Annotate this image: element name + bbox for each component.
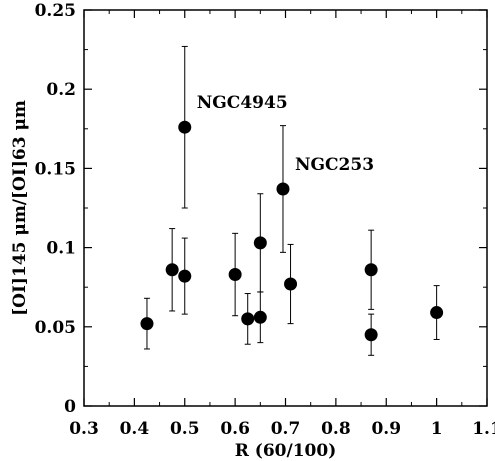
data-points (140, 45, 444, 356)
point-label: NGC4945 (197, 93, 288, 113)
axis-ticks (83, 9, 488, 407)
x-tick-label: 0.3 (69, 419, 99, 439)
y-axis-label: [OI]145 μm/[OI]63 μm (10, 100, 30, 316)
data-point (364, 263, 378, 277)
y-tick-label: 0.25 (35, 1, 76, 21)
data-point (140, 317, 154, 331)
x-tick-label: 0.5 (170, 419, 200, 439)
data-point (276, 182, 290, 196)
data-point (364, 328, 378, 342)
x-tick-labels: 0.3 0.4 0.5 0.6 0.7 0.8 0.9 1 1.1 (69, 419, 495, 439)
data-point (228, 268, 242, 282)
y-tick-labels: 0 0.05 0.1 0.15 0.2 0.25 (35, 1, 77, 417)
data-point (284, 277, 298, 291)
x-tick-label: 0.6 (220, 419, 250, 439)
y-tick-label: 0 (64, 397, 76, 417)
data-point (165, 263, 179, 277)
x-axis-label: R (60/100) (235, 441, 337, 461)
x-tick-label: 0.7 (271, 419, 301, 439)
data-point (253, 310, 267, 324)
x-tick-label: 1 (431, 419, 443, 439)
data-point (178, 120, 192, 134)
y-tick-label: 0.2 (46, 80, 76, 100)
data-point (430, 306, 444, 320)
point-annotations: NGC4945 NGC253 (197, 93, 374, 175)
x-tick-label: 0.9 (371, 419, 401, 439)
data-point (241, 312, 255, 326)
y-tick-label: 0.15 (35, 159, 76, 179)
x-tick-label: 1.1 (472, 419, 495, 439)
y-tick-label: 0.1 (46, 239, 76, 259)
data-point (178, 269, 192, 283)
data-point (253, 236, 267, 250)
point-label: NGC253 (295, 155, 374, 175)
x-tick-label: 0.4 (120, 419, 150, 439)
y-tick-label: 0.05 (35, 318, 76, 338)
x-tick-label: 0.8 (321, 419, 351, 439)
plot-frame (83, 9, 488, 407)
